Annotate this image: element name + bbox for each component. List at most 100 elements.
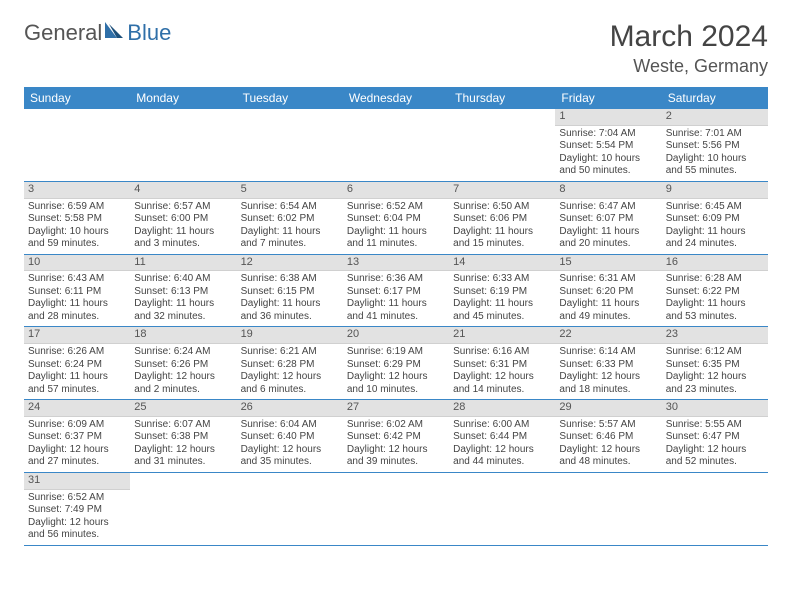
daylight-text: Daylight: 11 hours and 3 minutes. (134, 226, 232, 251)
day-cell: 8Sunrise: 6:47 AMSunset: 6:07 PMDaylight… (555, 182, 661, 254)
day-body: Sunrise: 6:09 AMSunset: 6:37 PMDaylight:… (24, 417, 130, 472)
day-cell: 26Sunrise: 6:04 AMSunset: 6:40 PMDayligh… (237, 400, 343, 472)
day-cell: 21Sunrise: 6:16 AMSunset: 6:31 PMDayligh… (449, 327, 555, 399)
sunset-text: Sunset: 6:33 PM (559, 359, 657, 372)
day-cell: 22Sunrise: 6:14 AMSunset: 6:33 PMDayligh… (555, 327, 661, 399)
daylight-text: Daylight: 12 hours and 48 minutes. (559, 444, 657, 469)
day-body: Sunrise: 6:33 AMSunset: 6:19 PMDaylight:… (449, 271, 555, 326)
sunset-text: Sunset: 6:24 PM (28, 359, 126, 372)
sunset-text: Sunset: 6:47 PM (666, 431, 764, 444)
page-title: March 2024 (610, 20, 768, 54)
daylight-text: Daylight: 11 hours and 11 minutes. (347, 226, 445, 251)
day-body: Sunrise: 6:24 AMSunset: 6:26 PMDaylight:… (130, 344, 236, 399)
daylight-text: Daylight: 11 hours and 7 minutes. (241, 226, 339, 251)
sunset-text: Sunset: 5:54 PM (559, 140, 657, 153)
day-cell: 30Sunrise: 5:55 AMSunset: 6:47 PMDayligh… (662, 400, 768, 472)
day-cell (237, 109, 343, 181)
sunrise-text: Sunrise: 5:55 AM (666, 419, 764, 432)
day-number: 30 (662, 400, 768, 417)
daylight-text: Daylight: 12 hours and 31 minutes. (134, 444, 232, 469)
weekday-header: Saturday (662, 87, 768, 109)
day-cell: 17Sunrise: 6:26 AMSunset: 6:24 PMDayligh… (24, 327, 130, 399)
day-number: 14 (449, 255, 555, 272)
week-row: 3Sunrise: 6:59 AMSunset: 5:58 PMDaylight… (24, 182, 768, 255)
sunset-text: Sunset: 6:00 PM (134, 213, 232, 226)
day-cell: 31Sunrise: 6:52 AMSunset: 7:49 PMDayligh… (24, 473, 130, 545)
sunrise-text: Sunrise: 6:16 AM (453, 346, 551, 359)
day-cell (343, 109, 449, 181)
sunset-text: Sunset: 6:11 PM (28, 286, 126, 299)
day-cell (449, 109, 555, 181)
daylight-text: Daylight: 11 hours and 15 minutes. (453, 226, 551, 251)
day-body: Sunrise: 6:31 AMSunset: 6:20 PMDaylight:… (555, 271, 661, 326)
week-row: 24Sunrise: 6:09 AMSunset: 6:37 PMDayligh… (24, 400, 768, 473)
weekday-header: Monday (130, 87, 236, 109)
day-number: 11 (130, 255, 236, 272)
weekday-header-row: SundayMondayTuesdayWednesdayThursdayFrid… (24, 87, 768, 109)
calendar-body: 1Sunrise: 7:04 AMSunset: 5:54 PMDaylight… (24, 109, 768, 546)
daylight-text: Daylight: 11 hours and 53 minutes. (666, 298, 764, 323)
sunset-text: Sunset: 6:09 PM (666, 213, 764, 226)
day-body: Sunrise: 6:00 AMSunset: 6:44 PMDaylight:… (449, 417, 555, 472)
sunset-text: Sunset: 6:37 PM (28, 431, 126, 444)
day-number: 9 (662, 182, 768, 199)
day-body: Sunrise: 6:21 AMSunset: 6:28 PMDaylight:… (237, 344, 343, 399)
day-cell: 7Sunrise: 6:50 AMSunset: 6:06 PMDaylight… (449, 182, 555, 254)
sunset-text: Sunset: 6:44 PM (453, 431, 551, 444)
sunrise-text: Sunrise: 6:52 AM (347, 201, 445, 214)
day-body: Sunrise: 6:14 AMSunset: 6:33 PMDaylight:… (555, 344, 661, 399)
day-number: 8 (555, 182, 661, 199)
day-body: Sunrise: 6:38 AMSunset: 6:15 PMDaylight:… (237, 271, 343, 326)
day-number: 10 (24, 255, 130, 272)
sunset-text: Sunset: 6:07 PM (559, 213, 657, 226)
day-number: 16 (662, 255, 768, 272)
sunrise-text: Sunrise: 6:28 AM (666, 273, 764, 286)
daylight-text: Daylight: 11 hours and 57 minutes. (28, 371, 126, 396)
day-number: 5 (237, 182, 343, 199)
day-body: Sunrise: 6:52 AMSunset: 6:04 PMDaylight:… (343, 199, 449, 254)
sunrise-text: Sunrise: 6:07 AM (134, 419, 232, 432)
sunset-text: Sunset: 7:49 PM (28, 504, 126, 517)
sunset-text: Sunset: 6:17 PM (347, 286, 445, 299)
sunrise-text: Sunrise: 6:54 AM (241, 201, 339, 214)
weekday-header: Sunday (24, 87, 130, 109)
day-number: 22 (555, 327, 661, 344)
sunrise-text: Sunrise: 6:52 AM (28, 492, 126, 505)
day-body: Sunrise: 5:55 AMSunset: 6:47 PMDaylight:… (662, 417, 768, 472)
daylight-text: Daylight: 12 hours and 10 minutes. (347, 371, 445, 396)
sunset-text: Sunset: 6:31 PM (453, 359, 551, 372)
day-cell: 19Sunrise: 6:21 AMSunset: 6:28 PMDayligh… (237, 327, 343, 399)
daylight-text: Daylight: 12 hours and 35 minutes. (241, 444, 339, 469)
day-body: Sunrise: 6:02 AMSunset: 6:42 PMDaylight:… (343, 417, 449, 472)
day-number: 15 (555, 255, 661, 272)
day-body: Sunrise: 6:59 AMSunset: 5:58 PMDaylight:… (24, 199, 130, 254)
week-row: 10Sunrise: 6:43 AMSunset: 6:11 PMDayligh… (24, 255, 768, 328)
day-number: 27 (343, 400, 449, 417)
day-body: Sunrise: 6:40 AMSunset: 6:13 PMDaylight:… (130, 271, 236, 326)
day-body: Sunrise: 6:36 AMSunset: 6:17 PMDaylight:… (343, 271, 449, 326)
header: General Blue March 2024 Weste, Germany (24, 20, 768, 77)
calendar: SundayMondayTuesdayWednesdayThursdayFrid… (24, 87, 768, 546)
day-cell (130, 473, 236, 545)
day-number: 18 (130, 327, 236, 344)
day-number: 21 (449, 327, 555, 344)
day-cell (662, 473, 768, 545)
day-number: 4 (130, 182, 236, 199)
sail-icon (103, 20, 125, 46)
day-cell: 14Sunrise: 6:33 AMSunset: 6:19 PMDayligh… (449, 255, 555, 327)
sunrise-text: Sunrise: 6:24 AM (134, 346, 232, 359)
day-cell: 9Sunrise: 6:45 AMSunset: 6:09 PMDaylight… (662, 182, 768, 254)
sunrise-text: Sunrise: 6:19 AM (347, 346, 445, 359)
daylight-text: Daylight: 11 hours and 45 minutes. (453, 298, 551, 323)
sunrise-text: Sunrise: 6:59 AM (28, 201, 126, 214)
sunset-text: Sunset: 6:19 PM (453, 286, 551, 299)
day-number: 1 (555, 109, 661, 126)
sunset-text: Sunset: 6:26 PM (134, 359, 232, 372)
day-number: 31 (24, 473, 130, 490)
sunrise-text: Sunrise: 6:04 AM (241, 419, 339, 432)
daylight-text: Daylight: 12 hours and 27 minutes. (28, 444, 126, 469)
week-row: 17Sunrise: 6:26 AMSunset: 6:24 PMDayligh… (24, 327, 768, 400)
day-cell: 29Sunrise: 5:57 AMSunset: 6:46 PMDayligh… (555, 400, 661, 472)
logo-text-2: Blue (127, 20, 171, 46)
day-cell: 1Sunrise: 7:04 AMSunset: 5:54 PMDaylight… (555, 109, 661, 181)
